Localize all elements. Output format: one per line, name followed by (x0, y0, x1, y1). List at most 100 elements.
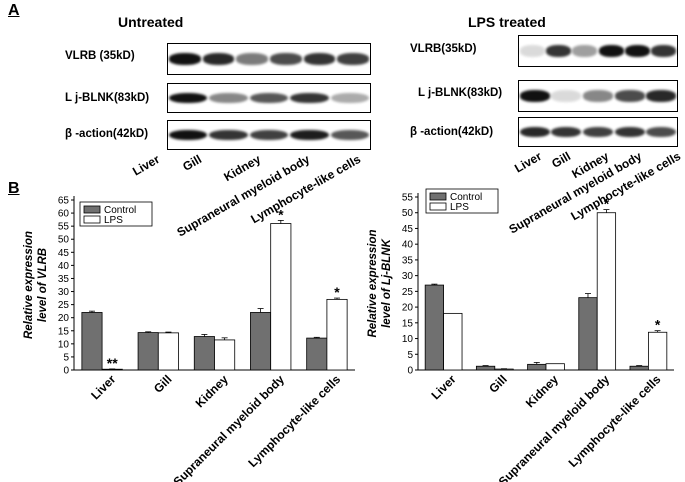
blot-band (519, 90, 550, 102)
left-blnk-label: L j-BLNK(83kD) (65, 92, 150, 104)
y-tick-label: 15 (402, 318, 414, 329)
y-tick-label: 0 (63, 366, 69, 377)
blot-band (551, 126, 582, 138)
blot-band (598, 45, 624, 57)
left-vlrb-blot (167, 43, 371, 75)
chart-1: 0 5 10 15 20 25 30 35 40 45 50 55 60 65 Relative expre… (23, 196, 355, 482)
blot-band (330, 92, 369, 104)
left-vlrb-label: VLRB (35kD) (65, 50, 135, 62)
control-bar (527, 363, 547, 371)
legend-label: LPS (450, 202, 469, 213)
blot-band (646, 126, 677, 138)
category-label: Gill (486, 372, 510, 396)
control-bar (137, 332, 159, 371)
blot-band (249, 92, 289, 104)
blot-band (303, 53, 336, 65)
y-tick-label: 5 (407, 350, 413, 361)
untreated-title: Untreated (118, 14, 184, 30)
y-tick-label: 15 (58, 326, 70, 337)
control-bar (629, 365, 649, 371)
y-tick-label: 60 (58, 209, 70, 220)
legend-swatch (83, 215, 101, 224)
lps-bar (596, 212, 617, 371)
y-tick-label: 55 (58, 222, 70, 233)
significance-marker: ** (107, 355, 118, 371)
blot-band (169, 92, 208, 104)
y-tick-label: 50 (58, 235, 70, 246)
right-actin-blot (518, 117, 678, 147)
lps-bar (494, 368, 514, 371)
y-tick-label: 40 (402, 240, 414, 251)
blot-band (209, 92, 248, 104)
blot-band (614, 90, 645, 102)
category-label: Liver (428, 372, 458, 402)
y-tick-label: 45 (402, 224, 414, 235)
y-tick-label: 20 (58, 313, 70, 324)
y-tick-label: 55 (402, 193, 414, 204)
y-tick-label: 5 (63, 352, 69, 363)
blot-band (269, 53, 302, 65)
y-tick-label: 10 (58, 339, 70, 350)
y-tick-label: 0 (407, 366, 413, 377)
category-label: Liver (88, 372, 118, 402)
legend-swatch (429, 192, 447, 201)
category-label: Kidney (193, 372, 231, 410)
lps-bar (545, 363, 565, 371)
blot-band (236, 53, 269, 65)
right-blnk-label: L j-BLNK(83kD) (418, 87, 503, 99)
control-bar (193, 336, 215, 371)
left-actin-blot (167, 120, 371, 150)
legend-label: Control (450, 192, 482, 203)
blot-band (330, 129, 369, 141)
category-label: Supraneural myeloid body (171, 372, 288, 482)
control-bar (578, 297, 598, 371)
legend-swatch (83, 205, 101, 214)
category-label: Gill (151, 372, 175, 396)
category-label: Kidney (523, 372, 561, 410)
y-axis-label: level of VLRB (37, 248, 49, 322)
chart-2: 0 5 10 15 20 25 30 35 40 45 50 55 Relative expressio… (367, 188, 674, 482)
panel-b-letter: B (8, 180, 20, 197)
y-tick-label: 40 (58, 261, 70, 272)
y-tick-label: 30 (58, 287, 70, 298)
lps-bar (157, 332, 179, 371)
blot-band (624, 45, 650, 57)
y-tick-label: 10 (402, 334, 414, 345)
lps-bar (443, 312, 463, 371)
right-vlrb-blot (518, 35, 678, 67)
y-tick-label: 65 (58, 196, 70, 207)
y-tick-label: 35 (402, 255, 414, 266)
control-bar (250, 312, 272, 371)
blot-band (582, 126, 613, 138)
left-blnk-blot (167, 83, 371, 113)
control-bar (475, 365, 496, 371)
significance-marker: * (334, 284, 340, 300)
right-blnk-blot (518, 80, 678, 112)
blot-band (337, 53, 370, 65)
blot-band (551, 90, 582, 102)
blot-band (249, 129, 289, 141)
y-tick-label: 35 (58, 274, 70, 285)
blot-band (168, 53, 201, 65)
y-tick-label: 30 (402, 271, 414, 282)
blot-band (545, 45, 571, 57)
category-label: Lymphocyte-like cells (566, 372, 664, 470)
y-axis-label: Relative expression (367, 229, 379, 337)
control-bar (424, 284, 444, 371)
lps-bar (326, 298, 348, 371)
blot-band (290, 92, 329, 104)
y-tick-label: 25 (58, 300, 70, 311)
control-bar (306, 337, 328, 371)
y-tick-label: 45 (58, 248, 70, 259)
blot-band (572, 45, 598, 57)
significance-marker: * (655, 317, 661, 333)
significance-marker: * (278, 206, 284, 222)
y-tick-label: 50 (402, 208, 414, 219)
lps-bar (270, 223, 292, 371)
legend-label: Control (104, 205, 136, 216)
right-vlrb-label: VLRB(35kD) (410, 43, 477, 55)
right-actin-label: β -action(42kD) (410, 126, 494, 138)
